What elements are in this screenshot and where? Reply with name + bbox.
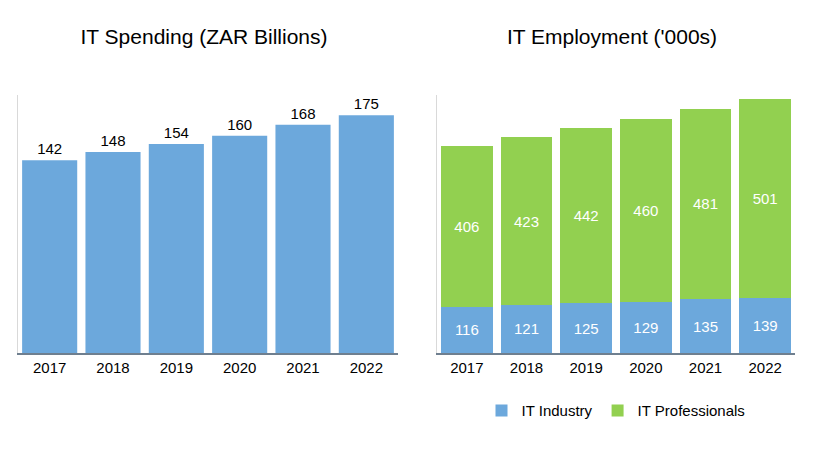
svg-text:IT Professionals: IT Professionals bbox=[638, 402, 745, 419]
svg-text:2018: 2018 bbox=[96, 359, 129, 376]
svg-text:121: 121 bbox=[514, 320, 539, 337]
svg-text:2022: 2022 bbox=[748, 359, 781, 376]
svg-text:129: 129 bbox=[633, 319, 658, 336]
svg-text:501: 501 bbox=[753, 190, 778, 207]
svg-text:IT Employment ('000s): IT Employment ('000s) bbox=[507, 25, 717, 48]
svg-text:168: 168 bbox=[290, 105, 315, 122]
svg-text:160: 160 bbox=[227, 116, 252, 133]
svg-text:175: 175 bbox=[354, 95, 379, 112]
svg-text:IT Spending (ZAR Billions): IT Spending (ZAR Billions) bbox=[80, 25, 327, 48]
svg-text:423: 423 bbox=[514, 213, 539, 230]
svg-text:2017: 2017 bbox=[450, 359, 483, 376]
svg-text:481: 481 bbox=[693, 195, 718, 212]
svg-text:2020: 2020 bbox=[223, 359, 256, 376]
svg-text:125: 125 bbox=[574, 320, 599, 337]
svg-text:2021: 2021 bbox=[689, 359, 722, 376]
svg-text:2019: 2019 bbox=[160, 359, 193, 376]
svg-text:406: 406 bbox=[454, 218, 479, 235]
svg-text:2017: 2017 bbox=[33, 359, 66, 376]
svg-text:442: 442 bbox=[574, 207, 599, 224]
svg-text:142: 142 bbox=[37, 140, 62, 157]
svg-text:2020: 2020 bbox=[629, 359, 662, 376]
svg-text:2019: 2019 bbox=[569, 359, 602, 376]
svg-text:IT Industry: IT Industry bbox=[522, 402, 593, 419]
svg-text:116: 116 bbox=[455, 321, 479, 338]
svg-text:2021: 2021 bbox=[286, 359, 319, 376]
svg-text:2022: 2022 bbox=[350, 359, 383, 376]
svg-text:2018: 2018 bbox=[510, 359, 543, 376]
svg-text:139: 139 bbox=[753, 317, 778, 334]
svg-text:135: 135 bbox=[693, 318, 718, 335]
svg-text:148: 148 bbox=[100, 132, 125, 149]
svg-text:460: 460 bbox=[633, 202, 658, 219]
svg-text:154: 154 bbox=[164, 124, 189, 141]
